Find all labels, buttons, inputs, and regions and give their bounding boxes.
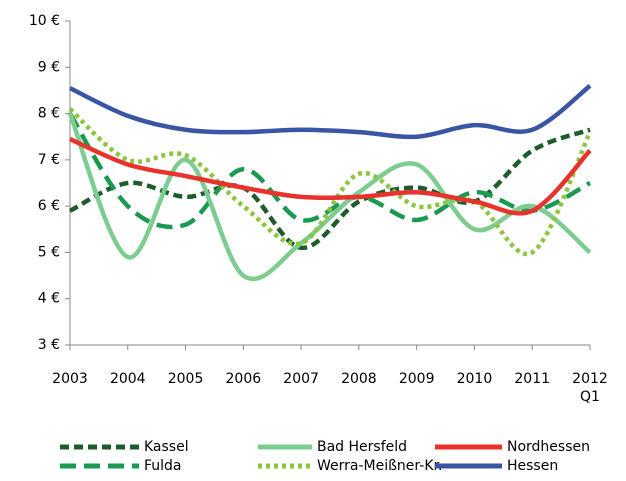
x-tick-label: 2009 xyxy=(399,371,435,387)
x-tick-label: 2010 xyxy=(457,371,493,387)
y-tick-label: 5 € xyxy=(38,244,60,260)
line-series xyxy=(68,127,591,251)
legend-label: Fulda xyxy=(144,458,182,474)
legend-label: Hessen xyxy=(507,458,558,474)
line-series xyxy=(68,107,593,257)
y-tick-label: 7 € xyxy=(38,152,60,168)
x-tick-label: 2011 xyxy=(514,371,550,387)
x-tick-label: 2007 xyxy=(283,371,319,387)
x-tick-label: 2006 xyxy=(226,371,262,387)
y-tick-label: 4 € xyxy=(38,291,60,307)
y-tick-label: 3 € xyxy=(38,337,60,353)
legend-label: Kassel xyxy=(144,439,189,455)
legend-label: Bad Hersfeld xyxy=(317,439,407,455)
line-series xyxy=(67,112,592,282)
y-tick-label: 6 € xyxy=(38,198,60,214)
x-tick-label: 2003 xyxy=(52,371,88,387)
y-tick-label: 8 € xyxy=(38,106,60,122)
line-series xyxy=(69,84,592,140)
line-series xyxy=(69,136,592,216)
x-tick-label: 2008 xyxy=(341,371,377,387)
y-tick-label: 10 € xyxy=(29,13,60,29)
legend-label: Werra-Meißner-Kr. xyxy=(317,458,442,474)
y-tick-label: 9 € xyxy=(38,59,60,75)
line-series xyxy=(68,112,592,230)
x-tick-label: 2012 Q1 xyxy=(572,371,608,405)
x-tick-label: 2004 xyxy=(110,371,146,387)
legend-label: Nordhessen xyxy=(507,439,590,455)
x-tick-label: 2005 xyxy=(168,371,204,387)
